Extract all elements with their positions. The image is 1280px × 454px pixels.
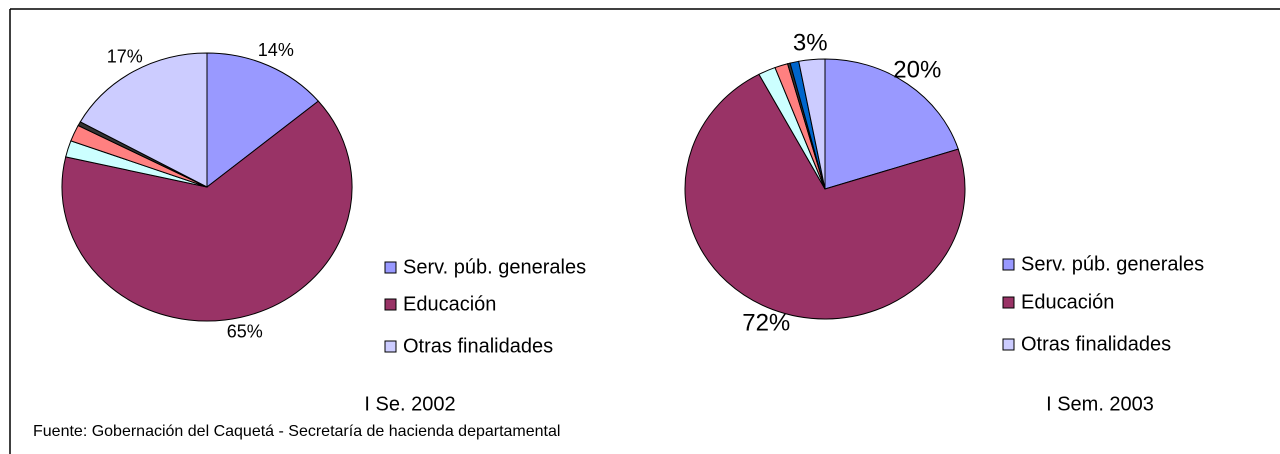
legend-label: Educación [1021,291,1114,313]
legend-label: Otras finalidades [403,335,553,357]
source-note: Fuente: Gobernación del Caquetá - Secret… [33,423,560,440]
data-label: 20% [893,57,941,84]
pie-slice [824,58,959,190]
data-label: 72% [742,309,790,336]
data-label: 14% [258,40,294,60]
legend-label: Serv. púb. generales [403,256,586,278]
legend-swatch [1002,338,1015,351]
pie-slice [206,52,320,189]
legend-label: Otras finalidades [1021,333,1171,355]
pie-slice [684,73,966,320]
pie-slice [79,52,208,188]
legend-swatch [384,340,397,353]
chart-title: I Se. 2002 [364,393,455,415]
data-label: 65% [227,322,263,342]
pie-slice [61,100,353,322]
legend-label: Educación [403,293,496,315]
data-label: 3% [793,29,828,56]
legend-swatch [384,261,397,274]
legend-label: Serv. púb. generales [1021,253,1204,275]
legend-swatch [1002,258,1015,271]
pie-slice [798,58,826,190]
chart-title: I Sem. 2003 [1046,393,1154,415]
legend-swatch [384,298,397,311]
legend-swatch [1002,296,1015,309]
data-label: 17% [107,46,143,66]
